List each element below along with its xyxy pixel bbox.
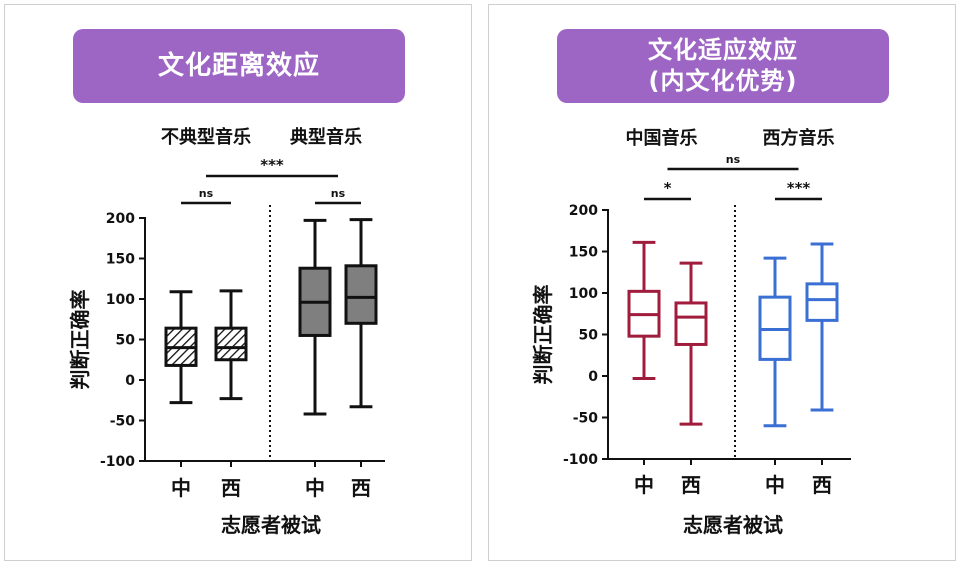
y-axis-title: 判断正确率 — [68, 290, 92, 390]
x-axis-title: 志愿者被试 — [683, 513, 783, 537]
y-tick-label: 150 — [569, 245, 598, 261]
group-label: 中国音乐 — [626, 127, 698, 149]
x-category-label: 中 — [765, 473, 785, 497]
group-label: 典型音乐 — [290, 126, 362, 148]
right-banner: 文化适应效应 (内文化优势) — [557, 29, 889, 103]
right-boxplot-chart: -100-50050100150200中西中西中国音乐 西方音乐* ***ns判断正… — [531, 127, 851, 537]
x-category-label: 中 — [305, 476, 325, 500]
box-iqr — [674, 301, 708, 346]
x-category-label: 中 — [171, 476, 191, 500]
y-tick-label: 200 — [569, 203, 598, 219]
x-axis-title: 志愿者被试 — [221, 513, 321, 537]
sig-label-group1: ns — [199, 187, 214, 200]
y-tick-label: -100 — [563, 452, 598, 468]
sig-label-group1: * — [664, 179, 672, 197]
x-category-label: 西 — [812, 473, 832, 497]
group-label: 西方音乐 — [763, 127, 835, 149]
x-category-label: 中 — [634, 473, 654, 497]
x-category-label: 西 — [221, 476, 241, 500]
y-tick-label: 50 — [579, 328, 599, 344]
left-panel: 文化距离效应 -100 -50 0 50 100 150 200 中 西 中 西 不典型音乐 典型音乐 n… — [4, 4, 472, 561]
right-panel: 文化适应效应 (内文化优势) -100 -50 0 50 100 150 200 中 西 中 西 中国… — [488, 4, 956, 561]
group-label: 不典型音乐 — [161, 126, 251, 148]
right-banner-line2: (内文化优势) — [648, 67, 798, 95]
left-boxplot-chart: -100 -50 0 50 100 150 200 中 西 中 西 不典型音乐 典型音乐 ns ns *** 判… — [68, 126, 385, 537]
y-tick-label: -50 — [573, 411, 599, 427]
y-tick-label: 100 — [106, 292, 135, 308]
box-iqr — [805, 282, 839, 322]
box-iqr — [344, 264, 378, 325]
y-tick-label: -100 — [100, 454, 135, 470]
y-tick-label: -50 — [110, 414, 136, 430]
y-tick-label: 0 — [588, 369, 598, 385]
box-iqr — [214, 326, 248, 362]
x-category-label: 西 — [681, 473, 701, 497]
y-tick-label: 100 — [569, 286, 598, 302]
y-tick-label: 0 — [125, 373, 135, 389]
y-tick-label: 50 — [116, 333, 136, 349]
y-axis-title: 判断正确率 — [531, 285, 555, 385]
left-banner: 文化距离效应 — [73, 29, 405, 103]
left-banner-title: 文化距离效应 — [157, 51, 320, 81]
right-banner-line1: 文化适应效应 — [648, 36, 798, 64]
sig-label-between: ns — [726, 153, 741, 166]
sig-label-group2: ns — [331, 187, 346, 200]
y-tick-label: 150 — [106, 252, 135, 268]
x-category-label: 西 — [351, 476, 371, 500]
y-tick-label: 200 — [106, 211, 135, 227]
sig-label-between: *** — [260, 156, 284, 174]
sig-label-group2: *** — [787, 179, 811, 197]
